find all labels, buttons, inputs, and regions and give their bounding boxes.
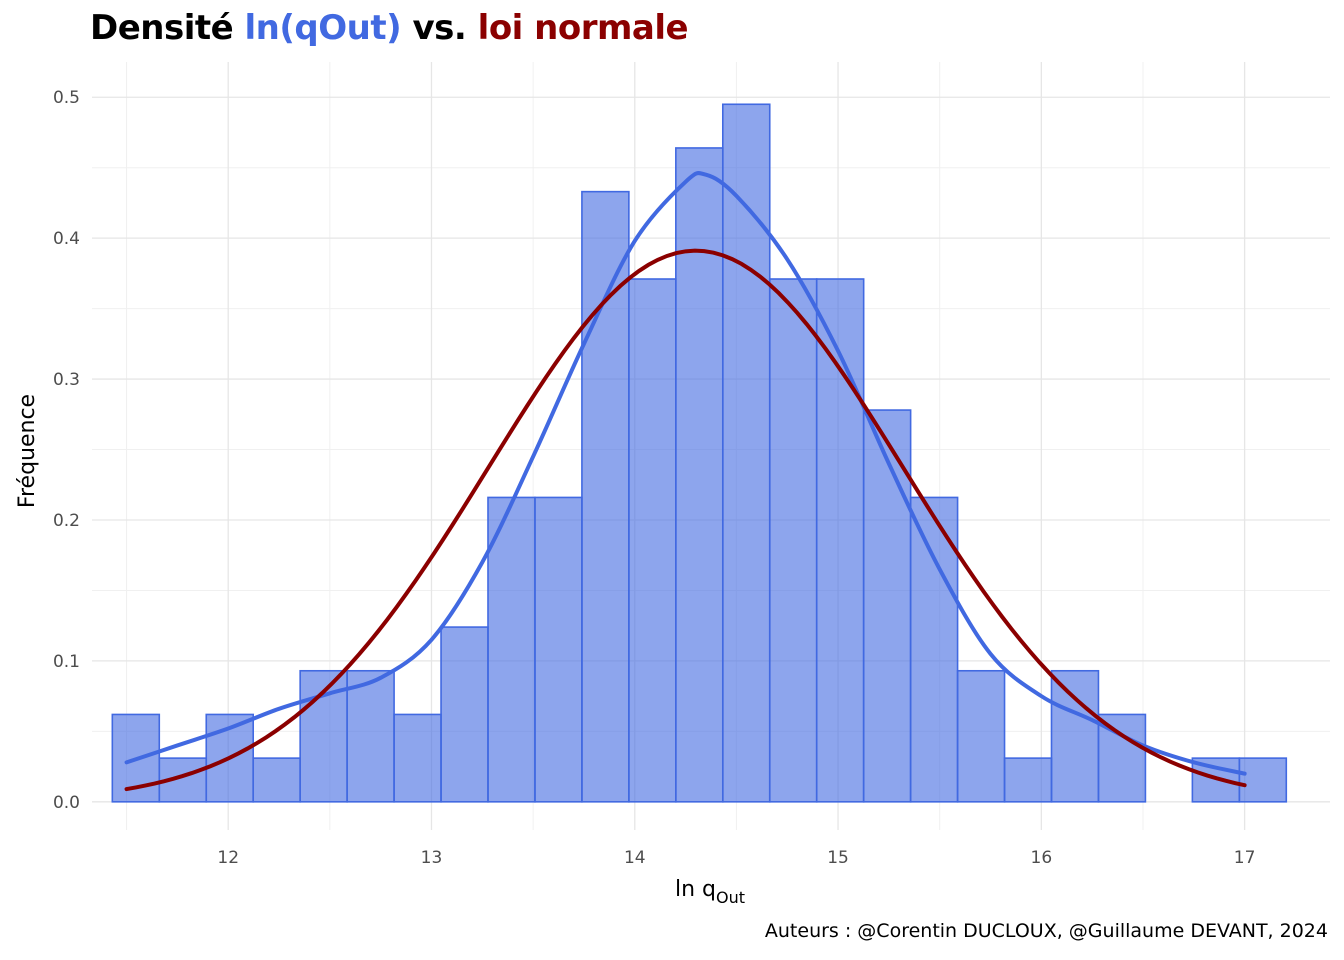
histogram-bar [487, 496, 536, 803]
histogram-bars [111, 103, 1288, 803]
histogram-bar [768, 278, 818, 803]
caption: Auteurs : @Corentin DUCLOUX, @Guillaume … [764, 920, 1328, 942]
density-curves [124, 171, 1247, 792]
x-tick-label: 12 [217, 848, 239, 868]
histogram-bar [1050, 669, 1100, 803]
y-tick-label: 0.2 [53, 511, 80, 531]
chart-title: Densité ln(qOut) vs. loi normale [90, 8, 689, 48]
histogram-bar [628, 278, 677, 803]
y-axis-title: Fréquence [15, 394, 40, 508]
histogram-bar [1238, 757, 1288, 803]
kde-density-line [124, 171, 1247, 776]
x-tick-label: 14 [624, 848, 646, 868]
title-part-vs: vs. [401, 8, 478, 48]
y-tick-label: 0.1 [53, 652, 80, 672]
histogram-bar [909, 496, 959, 803]
y-tick-label: 0.5 [53, 88, 80, 108]
y-tick-label: 0.4 [53, 229, 80, 249]
x-tick-label: 16 [1031, 848, 1053, 868]
y-tick-label: 0.3 [53, 370, 80, 390]
title-part-loi-normale: loi normale [477, 8, 689, 48]
x-tick-label: 17 [1234, 848, 1256, 868]
histogram-bar [534, 496, 583, 803]
y-tick-label: 0.0 [53, 793, 80, 813]
histogram-bar [346, 669, 395, 803]
x-tick-label: 15 [827, 848, 849, 868]
histogram-bar [252, 757, 301, 803]
histogram-bar [956, 669, 1006, 803]
x-tick-label: 13 [421, 848, 443, 868]
normal-density-line [124, 248, 1247, 792]
x-axis-ticks: 12 13 14 15 16 17 [217, 848, 1255, 868]
histogram-bar [815, 278, 865, 803]
x-axis-title-sub: Out [716, 888, 745, 907]
x-axis-title-main: ln q [675, 877, 716, 902]
x-axis-title: ln qOut [675, 877, 745, 907]
histogram-bar [1003, 757, 1053, 803]
y-axis-ticks: 0.0 0.1 0.2 0.3 0.4 0.5 [53, 88, 80, 813]
title-part-densite: Densité [90, 8, 245, 48]
title-part-lnqout: ln(qOut) [244, 8, 402, 48]
histogram-bar [393, 713, 442, 803]
histogram-bar [440, 626, 489, 803]
histogram-bar [675, 147, 724, 803]
